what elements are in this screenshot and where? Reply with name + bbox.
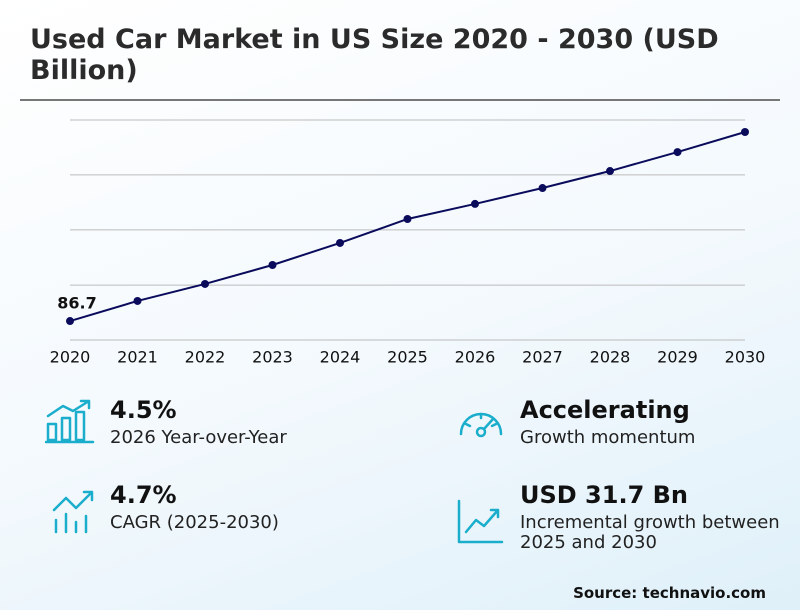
stat-value: USD 31.7 Bn xyxy=(520,481,688,509)
point xyxy=(606,167,614,176)
trend-icon xyxy=(52,490,94,534)
title-rule xyxy=(20,99,780,101)
chart: 2020 2021 2022 2023 2024 2025 2026 2027 2028 2029… xyxy=(50,119,766,367)
stat-label: 2026 Year-over-Year xyxy=(110,427,287,448)
x-tick-label: 2022 xyxy=(185,348,226,367)
stat-value: 4.5% xyxy=(110,396,177,424)
source: Source: technavio.com xyxy=(573,584,766,602)
x-tick-label: 2029 xyxy=(657,348,698,367)
x-tick-label: 2026 xyxy=(455,348,496,367)
stat: Accelerating Growth momentum xyxy=(520,396,695,448)
point xyxy=(471,199,479,208)
stat: 4.5% 2026 Year-over-Year xyxy=(110,396,287,448)
chart-title: Used Car Market in US Size 2020 - 2030 (… xyxy=(30,24,719,86)
point xyxy=(403,214,412,223)
x-tick-label: 2028 xyxy=(590,348,631,367)
stat-label: CAGR (2025-2030) xyxy=(110,512,279,533)
gauge-icon xyxy=(459,412,503,438)
x-tick-label: 2021 xyxy=(117,348,158,367)
stat-value: 4.7% xyxy=(110,481,177,509)
stat-value: Accelerating xyxy=(520,396,690,424)
point xyxy=(673,148,682,157)
x-tick-label: 2025 xyxy=(387,348,428,367)
stat: USD 31.7 Bn Incremental growth between 2… xyxy=(520,481,780,553)
x-tick-label: 2024 xyxy=(320,348,361,367)
x-tick-label: 2030 xyxy=(725,348,766,367)
point xyxy=(66,317,74,326)
line xyxy=(69,131,746,322)
point xyxy=(741,127,749,136)
stat-label: Growth momentum xyxy=(520,427,696,448)
point xyxy=(133,296,142,305)
bar-growth-icon xyxy=(45,399,95,444)
x-tick-label: 2023 xyxy=(252,348,293,367)
stat-label: Incremental growth between 2025 and 2030 xyxy=(520,512,780,553)
point xyxy=(336,238,344,247)
data-label: 86.7 xyxy=(57,294,96,313)
stat: 4.7% CAGR (2025-2030) xyxy=(110,481,279,533)
x-tick-label: 2020 xyxy=(50,348,91,367)
x-tick-label: 2027 xyxy=(522,348,563,367)
point xyxy=(538,184,547,193)
point xyxy=(268,260,277,269)
point xyxy=(201,279,209,288)
chart-icon xyxy=(457,499,504,544)
